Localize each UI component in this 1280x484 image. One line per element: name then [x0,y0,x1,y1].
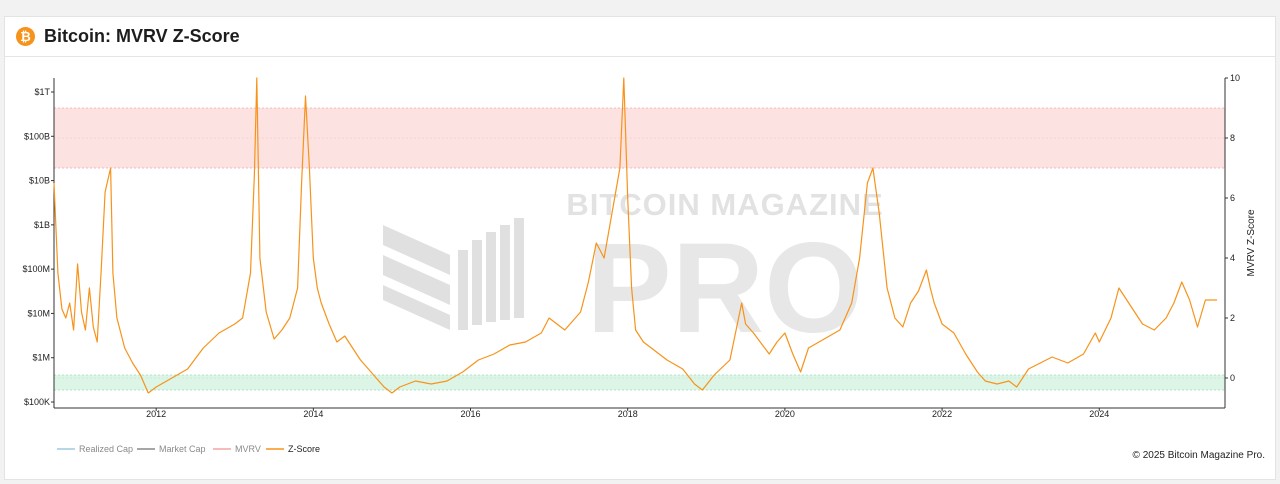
y-right-tick-label: 2 [1230,313,1235,323]
band-undervalued [54,375,1225,390]
x-tick-label: 2016 [461,409,481,419]
legend-label: MVRV [235,444,261,454]
copyright-footer: © 2025 Bitcoin Magazine Pro. [1132,450,1265,461]
y-left-tick-label: $100K [24,397,50,407]
bitcoin-logo-icon: ₿ [16,27,35,46]
y-right-tick-label: 10 [1230,73,1240,83]
y-left-tick-label: $100M [22,264,50,274]
series-line-z-score [53,77,1218,394]
watermark-line1: BITCOIN MAGAZINE [566,187,883,222]
legend-item-market-cap[interactable]: Market Cap [137,444,206,454]
legend-label: Z-Score [288,444,320,454]
y-left-tick-label: $1B [34,220,50,230]
x-tick-label: 2012 [146,409,166,419]
x-tick-label: 2020 [775,409,795,419]
y-right-tick-label: 8 [1230,133,1235,143]
x-tick-label: 2014 [303,409,323,419]
chart-card: ₿ Bitcoin: MVRV Z-Score [4,16,1276,480]
y-left-tick-label: $1M [32,353,50,363]
watermark-line2: PRO [586,217,863,360]
legend-label: Market Cap [159,444,206,454]
y-right-axis-label: MVRV Z-Score [1246,209,1257,276]
x-tick-label: 2024 [1089,409,1109,419]
y-right-tick-label: 6 [1230,193,1235,203]
legend-label: Realized Cap [79,444,133,454]
y-right-tick-label: 4 [1230,253,1235,263]
y-left-tick-label: $1T [34,87,50,97]
legend-item-mvrv[interactable]: MVRV [213,444,261,454]
page-title: Bitcoin: MVRV Z-Score [44,26,240,46]
y-left-tick-label: $10M [27,308,50,318]
legend-item-z-score[interactable]: Z-Score [266,444,320,454]
x-tick-label: 2022 [932,409,952,419]
legend: Realized Cap Market Cap MVRV Z-Score [57,444,320,454]
y-right-tick-label: 0 [1230,373,1235,383]
x-tick-label: 2018 [618,409,638,419]
legend-item-realized-cap[interactable]: Realized Cap [57,444,133,454]
watermark: BITCOIN MAGAZINE PRO [383,187,883,360]
y-left-tick-label: $100B [24,131,50,141]
chart-header: ₿ Bitcoin: MVRV Z-Score [5,17,1275,57]
y-left-tick-label: $10B [29,176,50,186]
